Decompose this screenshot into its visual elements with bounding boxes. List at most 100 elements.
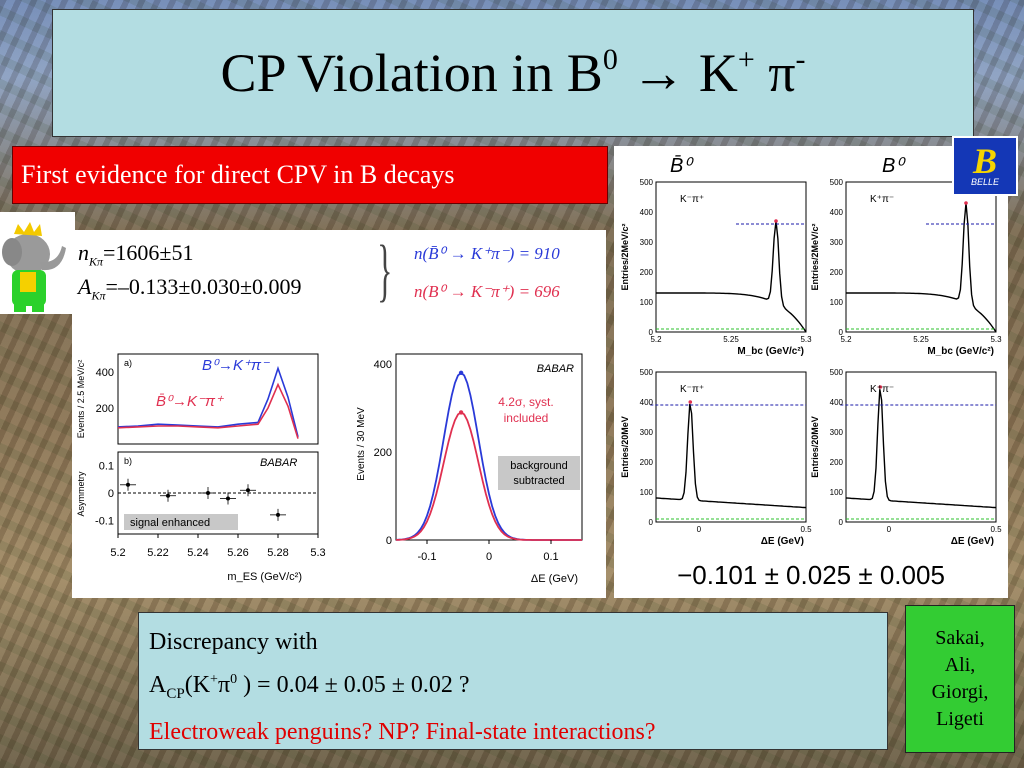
- y-tick-label: 400: [830, 398, 844, 407]
- annotation-text: 4.2σ, syst.: [498, 395, 553, 409]
- peak-point: [458, 410, 464, 415]
- y-tick-label: 500: [640, 368, 654, 377]
- annotation-box: [124, 514, 238, 530]
- peak-point: [688, 400, 693, 404]
- y-axis-label: Asymmetry: [76, 471, 86, 517]
- x-tick-label: 0.5: [990, 525, 1002, 534]
- fit-curve: [656, 220, 807, 333]
- babar-mes-chart: a) b) B⁰→K⁺π⁻ B̄⁰→K⁻π⁺ BABAR signal enhanced 5…: [76, 353, 326, 583]
- y-tick-label: 0.1: [99, 461, 114, 473]
- annotation-text: included: [504, 411, 549, 425]
- x-tick-label: 0: [486, 551, 492, 563]
- y-tick-label: 400: [374, 359, 392, 371]
- frame: [845, 371, 997, 523]
- channel-label: K⁺π⁻: [870, 384, 894, 395]
- x-tick-label: 5.3: [800, 335, 812, 344]
- x-tick-label: 5.22: [147, 547, 168, 559]
- acp-line: ACP(K+π0 ) = 0.04 ± 0.05 ± 0.02 ?: [149, 672, 470, 702]
- y-tick-label: 100: [830, 488, 844, 497]
- y-tick-label: 0: [649, 518, 654, 527]
- y-axis-label: Entries/2MeV/c²: [620, 223, 630, 290]
- x-axis-label: m_ES (GeV/c²): [227, 571, 302, 583]
- experiment-label: BABAR: [260, 457, 297, 469]
- y-tick-label: 0: [839, 328, 844, 337]
- y-tick-label: 300: [640, 238, 654, 247]
- y-axis-label: Entries/20MeV: [810, 416, 820, 478]
- belle-logo-text: BELLE: [970, 177, 1000, 187]
- asymmetry-point: [126, 482, 130, 487]
- slide-title: CP Violation in B0 → K+ π-: [220, 43, 806, 103]
- x-tick-label: 0.5: [800, 525, 812, 534]
- frame: [845, 181, 997, 333]
- y-tick-label: 200: [640, 458, 654, 467]
- x-tick-label: 5.3: [990, 335, 1002, 344]
- x-axis-label: M_bc (GeV/c²): [927, 346, 994, 357]
- asymmetry-point: [206, 491, 210, 495]
- y-tick-label: 500: [640, 178, 654, 187]
- x-tick-label: 5.26: [227, 547, 248, 559]
- annotation-text: background: [510, 460, 568, 472]
- column-header: B⁰: [882, 155, 906, 177]
- babar-panel: [72, 230, 606, 598]
- panel-label: b): [124, 456, 132, 466]
- x-tick-label: 5.2: [110, 547, 125, 559]
- y-tick-label: 200: [830, 268, 844, 277]
- banner-text: First evidence for direct CPV in B decay…: [21, 160, 455, 189]
- author-name: Giorgi,: [931, 681, 989, 703]
- series-line: [117, 365, 299, 437]
- channel-label: K⁻π⁺: [680, 194, 704, 205]
- y-tick-label: 0: [108, 488, 114, 500]
- fit-curve: [655, 403, 807, 509]
- y-axis-label: Events / 2.5 MeV/c²: [76, 360, 86, 439]
- fit-curve: [846, 202, 997, 333]
- x-axis-label: ΔE (GeV): [531, 573, 578, 585]
- y-tick-label: 200: [640, 268, 654, 277]
- x-tick-label: 0: [697, 525, 702, 534]
- babar-de-chart: BABAR 4.2σ, syst. included background subtra…: [356, 353, 583, 585]
- y-tick-label: 300: [830, 428, 844, 437]
- authors-box: Sakai, Ali, Giorgi, Ligeti: [905, 605, 1015, 753]
- x-axis-label: ΔE (GeV): [951, 536, 994, 547]
- discrepancy-line: Discrepancy with: [149, 629, 318, 655]
- y-tick-label: 400: [640, 398, 654, 407]
- column-header: B̄⁰: [670, 154, 694, 177]
- y-tick-label: 400: [96, 367, 114, 379]
- brace: }: [377, 232, 393, 309]
- x-tick-label: 5.28: [267, 547, 288, 559]
- y-tick-label: -0.1: [95, 515, 114, 527]
- author-name: Ligeti: [936, 708, 984, 730]
- y-tick-label: 300: [640, 428, 654, 437]
- x-axis-label: M_bc (GeV/c²): [737, 346, 804, 357]
- frame: [655, 371, 807, 523]
- result-text: −0.101 ± 0.025 ± 0.005: [677, 560, 945, 590]
- x-tick-label: 0: [887, 525, 892, 534]
- a-kpi-eq: AKπ=–0.133±0.030±0.009: [78, 274, 302, 303]
- babar-elephant-logo: [0, 212, 75, 314]
- x-axis-label: ΔE (GeV): [761, 536, 804, 547]
- asymmetry-point: [226, 496, 230, 501]
- y-tick-label: 200: [830, 458, 844, 467]
- babar-yields: nKπ=1606±51 AKπ=–0.133±0.030±0.009: [78, 236, 378, 304]
- y-axis-label: Entries/20MeV: [620, 416, 630, 478]
- title-box: CP Violation in B0 → K+ π-: [52, 9, 974, 137]
- n-kpi-eq: nKπ=1606±51: [78, 240, 194, 269]
- frame: [395, 353, 583, 541]
- y-tick-label: 0: [386, 535, 392, 547]
- belle-chart-grid: B̄⁰ B⁰ K⁻π⁺ 5.2 5.25 5.3 0 100 200 300 400 500 M_bc …: [620, 154, 1002, 590]
- y-tick-label: 400: [830, 208, 844, 217]
- panel-label: a): [124, 358, 132, 368]
- x-tick-label: 5.2: [650, 335, 662, 344]
- belle-logo-letter: B: [972, 141, 997, 181]
- annotation-text: subtracted: [513, 475, 564, 487]
- author-name: Ali,: [944, 654, 976, 676]
- y-axis-label: Entries/2MeV/c²: [810, 223, 820, 290]
- y-tick-label: 0: [839, 518, 844, 527]
- peak-point: [964, 201, 968, 205]
- author-name: Sakai,: [935, 627, 985, 649]
- x-tick-label: 5.24: [187, 547, 208, 559]
- x-tick-label: -0.1: [418, 551, 437, 563]
- n-b0-eq: n(B⁰ → K⁻π⁺) = 696: [414, 282, 560, 301]
- peak-point: [458, 370, 464, 375]
- annotation-box: [498, 456, 580, 490]
- legend-label: B̄⁰→K⁻π⁺: [156, 393, 224, 410]
